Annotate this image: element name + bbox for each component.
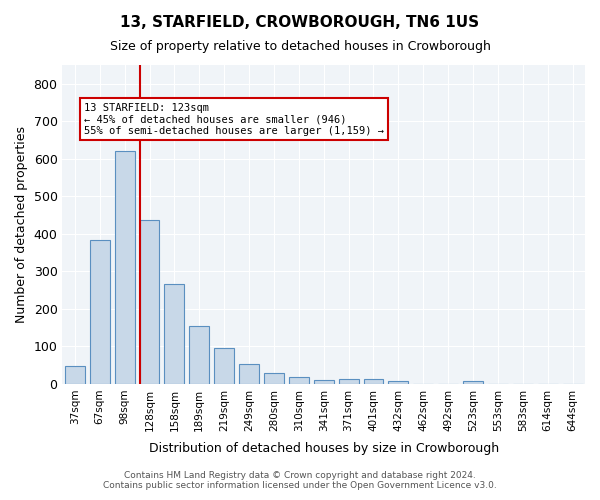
Bar <box>289 377 309 384</box>
Bar <box>115 150 134 384</box>
Bar <box>264 373 284 384</box>
Text: Contains HM Land Registry data © Crown copyright and database right 2024.
Contai: Contains HM Land Registry data © Crown c… <box>103 470 497 490</box>
Bar <box>90 240 110 384</box>
Text: 13, STARFIELD, CROWBOROUGH, TN6 1US: 13, STARFIELD, CROWBOROUGH, TN6 1US <box>121 15 479 30</box>
Bar <box>140 220 160 384</box>
Bar <box>190 326 209 384</box>
Bar <box>463 381 483 384</box>
Bar <box>214 348 234 384</box>
Bar <box>338 380 359 384</box>
X-axis label: Distribution of detached houses by size in Crowborough: Distribution of detached houses by size … <box>149 442 499 455</box>
Bar <box>164 284 184 384</box>
Bar <box>239 364 259 384</box>
Bar <box>364 379 383 384</box>
Bar <box>388 382 409 384</box>
Text: 13 STARFIELD: 123sqm
← 45% of detached houses are smaller (946)
55% of semi-deta: 13 STARFIELD: 123sqm ← 45% of detached h… <box>85 102 385 136</box>
Bar <box>65 366 85 384</box>
Text: Size of property relative to detached houses in Crowborough: Size of property relative to detached ho… <box>110 40 490 53</box>
Y-axis label: Number of detached properties: Number of detached properties <box>15 126 28 323</box>
Bar <box>314 380 334 384</box>
